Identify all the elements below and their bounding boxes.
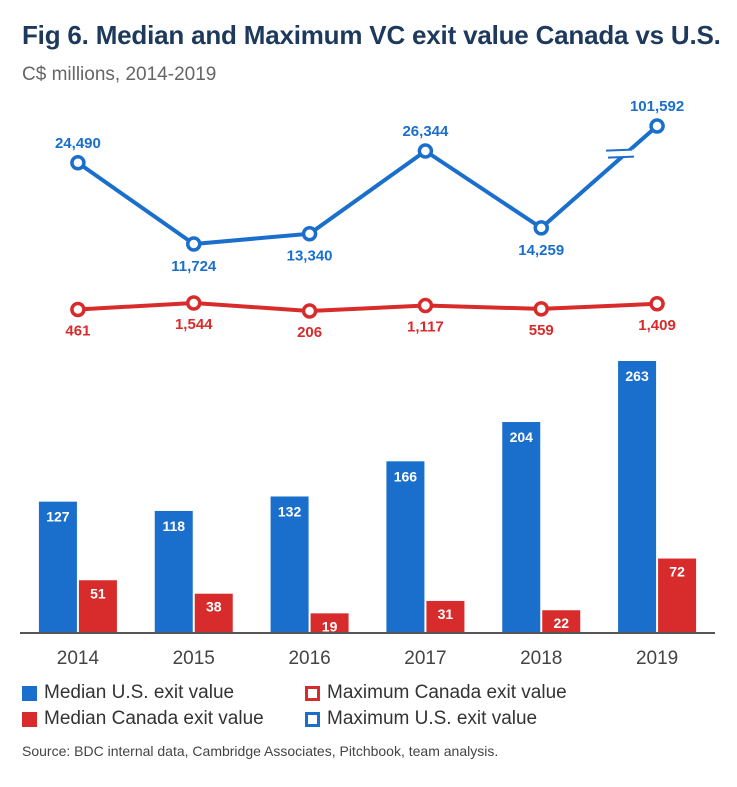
axis-break-gap: [605, 149, 635, 158]
legend-label-median-us: Median U.S. exit value: [44, 682, 235, 703]
legend-label-median-canada: Median Canada exit value: [44, 708, 264, 729]
point-max-us-2018: [533, 220, 549, 236]
label-median-us-2017: 166: [394, 468, 418, 484]
legend-swatch-max-us: [305, 711, 320, 727]
source-note: Source: BDC internal data, Cambridge Ass…: [22, 743, 499, 759]
label-median-canada-2017: 31: [438, 606, 454, 622]
legend-label-max-canada: Maximum Canada exit value: [327, 682, 567, 703]
legend-swatch-max-canada: [305, 685, 320, 701]
axis-break-mark-bottom: [607, 155, 635, 159]
label-median-us-2019: 263: [625, 368, 649, 384]
point-max-canada-2014: [70, 301, 86, 318]
x-tick-label-2019: 2019: [636, 648, 678, 669]
legend-median-us: Median U.S. exit value: [22, 682, 234, 704]
bar-median-us-2014: [38, 501, 77, 633]
label-max-canada-2017: 1,117: [407, 319, 444, 336]
x-tick-label-2017: 2017: [404, 648, 446, 669]
point-max-us-2014: [70, 155, 86, 171]
label-median-canada-2018: 22: [553, 615, 569, 631]
chart-title: Fig 6. Median and Maximum VC exit value …: [22, 20, 721, 50]
bar-median-us-2017: [386, 461, 425, 633]
bar-median-canada-2016: [310, 613, 349, 633]
line-max-canada: [77, 301, 658, 313]
point-max-us-2016: [301, 225, 318, 242]
label-median-us-2018: 204: [510, 429, 534, 445]
bar-median-canada-2015: [194, 593, 233, 633]
legend-max-canada: Maximum Canada exit value: [305, 682, 567, 704]
bar-median-canada-2019: [658, 558, 697, 633]
axis-break-mark-top: [605, 148, 633, 152]
x-tick-label-2015: 2015: [173, 648, 215, 669]
label-max-canada-2018: 559: [529, 322, 554, 339]
point-max-us-2019: [649, 118, 665, 134]
point-max-canada-2018: [533, 301, 549, 317]
point-max-canada-2017: [417, 297, 434, 314]
bar-median-canada-2014: [78, 580, 117, 633]
legend-max-us: Maximum U.S. exit value: [305, 708, 537, 730]
bar-median-us-2018: [502, 422, 541, 633]
label-median-canada-2019: 72: [669, 564, 685, 580]
line-max-us: [76, 124, 659, 246]
label-max-canada-2016: 206: [297, 324, 322, 341]
label-median-canada-2014: 51: [90, 585, 106, 601]
legend-median-canada: Median Canada exit value: [22, 708, 264, 730]
point-max-canada-2019: [649, 296, 665, 312]
label-median-us-2016: 132: [278, 503, 302, 519]
point-max-canada-2016: [301, 303, 318, 319]
bar-median-us-2019: [618, 361, 657, 633]
point-max-us-2017: [417, 143, 434, 159]
label-max-us-2018: 14,259: [518, 242, 564, 259]
legend-swatch-median-canada: [22, 711, 37, 727]
label-max-us-2017: 26,344: [402, 123, 449, 140]
chart-subtitle: C$ millions, 2014-2019: [22, 64, 217, 85]
label-max-canada-2019: 1,409: [638, 317, 676, 334]
label-median-us-2014: 127: [46, 509, 70, 525]
legend-label-max-us: Maximum U.S. exit value: [327, 708, 538, 729]
legend-swatch-median-us: [22, 685, 37, 701]
x-tick-label-2016: 2016: [288, 648, 330, 669]
label-max-us-2015: 11,724: [171, 258, 217, 275]
bar-median-canada-2018: [542, 610, 581, 633]
label-max-canada-2015: 1,544: [175, 316, 213, 333]
x-tick-label-2018: 2018: [520, 648, 562, 669]
point-max-us-2015: [186, 236, 202, 252]
label-max-us-2016: 13,340: [287, 248, 333, 265]
label-median-us-2015: 118: [162, 518, 185, 534]
bar-median-us-2015: [154, 510, 193, 633]
label-median-canada-2016: 19: [322, 618, 338, 634]
label-max-us-2019: 101,592: [630, 98, 684, 115]
x-tick-label-2014: 2014: [57, 648, 100, 669]
bar-median-us-2016: [270, 496, 309, 633]
label-median-canada-2015: 38: [206, 599, 222, 615]
label-max-us-2014: 24,490: [55, 135, 101, 152]
point-max-canada-2015: [186, 295, 202, 311]
label-max-canada-2014: 461: [65, 322, 90, 339]
bar-median-canada-2017: [426, 600, 465, 633]
